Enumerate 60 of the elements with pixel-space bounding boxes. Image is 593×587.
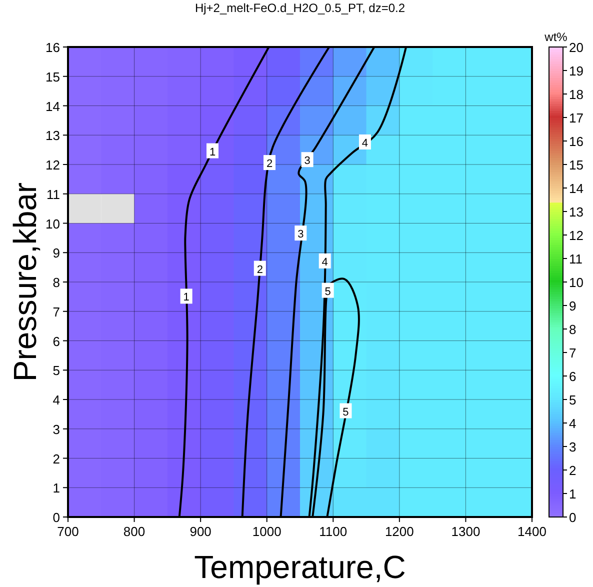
y-tick-label: 4 (52, 392, 60, 408)
color-bar-label: 19 (569, 64, 584, 78)
color-bar-label: 8 (569, 322, 576, 337)
x-tick-label: 700 (57, 524, 79, 539)
x-axis-title: Temperature,C (194, 549, 406, 585)
color-bar-label: 0 (569, 510, 576, 525)
y-tick-label: 16 (46, 40, 60, 55)
color-bar-label: 5 (569, 392, 576, 408)
y-tick-label: 14 (46, 98, 60, 114)
y-tick-label: 13 (46, 128, 60, 144)
color-bar-label: 1 (569, 486, 576, 502)
y-tick-label: 9 (52, 246, 60, 261)
color-bar-label: 12 (569, 228, 584, 243)
series-label: 5 (342, 406, 349, 418)
color-bar-label: 4 (569, 416, 576, 431)
text: 3 (298, 228, 304, 241)
x-tick-label: 1100 (319, 524, 348, 539)
series-label: 3 (304, 155, 310, 168)
color-bar-label: 3 (569, 440, 576, 454)
chart-title: Hj+2_melt-FeO.d_H2O_0.5_PT, dz=0.2 (194, 1, 406, 15)
color-bar-label: 10 (569, 275, 584, 290)
y-tick-label: 6 (52, 334, 60, 349)
color-bar-label: 18 (569, 87, 584, 102)
color-bar-label: 15 (569, 158, 584, 172)
color-bar-label: 14 (569, 181, 584, 196)
text: 2 (266, 158, 273, 170)
y-tick-label: 2 (52, 451, 60, 466)
x-tick-label: 1300 (451, 524, 480, 539)
color-bar-label: 17 (569, 110, 584, 126)
series-label: 1 (183, 292, 190, 304)
x-tick-label: 800 (123, 524, 146, 539)
x-tick-label: 1400 (518, 524, 546, 539)
y-tick-label: 1 (52, 480, 60, 496)
text: 1 (209, 146, 216, 158)
y-tick-label: 12 (46, 158, 60, 172)
y-tick-label: 3 (52, 422, 60, 437)
x-tick-label: 900 (190, 524, 212, 539)
y-tick-label: 15 (46, 69, 60, 84)
y-tick-label: 7 (52, 304, 60, 320)
color-bar-label: 7 (569, 346, 576, 360)
y-axis-title: Pressure,kbar (7, 182, 43, 382)
series-label: 4 (362, 137, 368, 150)
x-tick-label: 1000 (252, 524, 282, 539)
color-bar-label: 11 (569, 252, 582, 266)
y-tick-label: 11 (46, 186, 60, 202)
x-tick-label: 1200 (384, 524, 414, 539)
color-bar-label: 2 (569, 463, 576, 478)
y-tick-label: 0 (52, 510, 60, 525)
color-bar-label: 13 (569, 204, 584, 220)
y-tick-label: 8 (52, 275, 60, 290)
series-label: 2 (256, 264, 263, 276)
color-bar-title: wt% (544, 30, 568, 44)
color-bar-label: 16 (569, 134, 584, 149)
y-tick-label: 5 (52, 363, 60, 378)
color-bar-label: 9 (569, 298, 576, 314)
color-bar-label: 6 (569, 369, 576, 384)
text: 5 (324, 286, 331, 298)
text: 4 (322, 256, 328, 268)
color-bar-label: 20 (569, 40, 584, 55)
y-tick-label: 10 (46, 216, 60, 232)
